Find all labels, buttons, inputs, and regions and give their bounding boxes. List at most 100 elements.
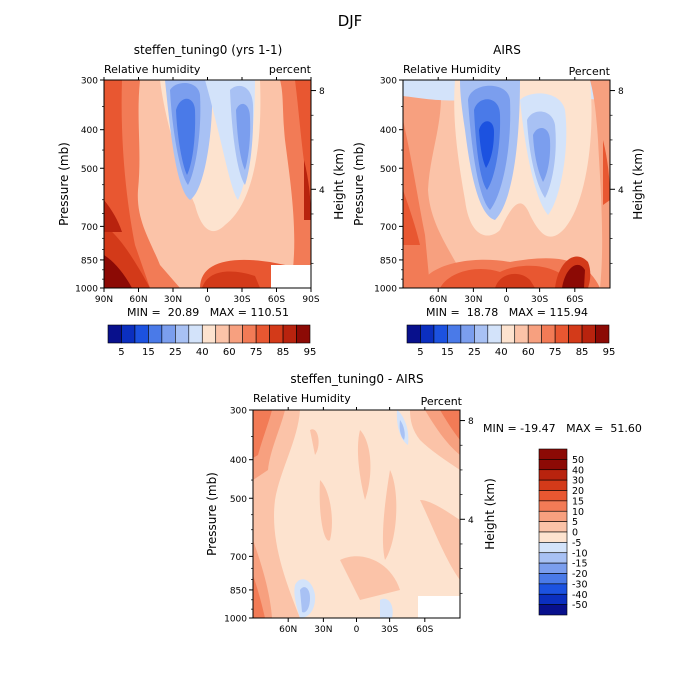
panel1-title: steffen_tuning0 (yrs 1-1): [134, 43, 283, 57]
colorbar-label: 40: [495, 347, 508, 358]
y-tick-label: 1000: [75, 285, 98, 295]
x-tick-label: 30N: [314, 625, 332, 635]
colorbar-swatch: [581, 324, 596, 344]
colorbar-label: 5: [118, 347, 124, 358]
colorbar-swatch: [538, 604, 568, 616]
panel2-y2label: Height (km): [631, 148, 645, 219]
panel3-x-axis: 60N 30N 0 30S 60S: [279, 407, 434, 635]
panel2-left-label: Relative Humidity: [403, 63, 501, 76]
colorbar-swatch: [215, 324, 230, 344]
y-tick-label: 500: [81, 165, 98, 175]
colorbar-swatch: [188, 324, 203, 344]
panel2-ylabel: Pressure (mb): [352, 142, 366, 226]
panel1-height-axis: 84: [311, 87, 325, 264]
colorbar-swatch: [121, 324, 136, 344]
colorbar-swatch: [107, 324, 122, 344]
x-tick-label: 30S: [531, 295, 548, 305]
colorbar-swatch: [242, 324, 257, 344]
x-tick-label: 30N: [164, 295, 182, 305]
x-tick-label: 60N: [129, 295, 147, 305]
y-tick-label: 400: [380, 126, 397, 136]
colorbar-label: 10: [572, 507, 584, 518]
panel2-x-axis: 60N 30N 0 30S 60S: [429, 77, 584, 305]
panel1-contours: [104, 80, 311, 288]
colorbar-swatch: [514, 324, 529, 344]
colorbar-label: -20: [572, 569, 588, 580]
colorbar-label: 40: [196, 347, 209, 358]
panel1-ylabel: Pressure (mb): [57, 142, 71, 226]
colorbar-label: 0: [572, 528, 578, 539]
x-tick-label: 30N: [464, 295, 482, 305]
panel1-y-axis: 300 400 500 700 850 1000: [75, 77, 104, 295]
y-tick-label: 500: [380, 165, 397, 175]
colorbar-swatch: [527, 324, 542, 344]
colorbar-label: 85: [277, 347, 290, 358]
x-tick-label: 60N: [429, 295, 447, 305]
colorbar-label: 50: [572, 455, 584, 466]
colorbar-label: -5: [572, 538, 581, 549]
colorbar-swatch: [175, 324, 190, 344]
colorbar-swatch: [538, 583, 568, 595]
y-tick-label: 300: [380, 77, 397, 87]
colorbar-label: 95: [603, 347, 616, 358]
colorbar-swatch: [296, 324, 311, 344]
panel1-y2label: Height (km): [332, 148, 346, 219]
panel3-ylabel: Pressure (mb): [205, 472, 219, 556]
colorbar-label: 30: [572, 476, 584, 487]
panel-obs: AIRS Relative Humidity Percent: [352, 43, 645, 358]
colorbar-swatch: [447, 324, 462, 344]
colorbar-swatch: [538, 573, 568, 585]
height-tick-label: 4: [468, 516, 474, 526]
colorbar-swatch: [538, 448, 568, 460]
colorbar-swatch: [433, 324, 448, 344]
colorbar-label: 20: [572, 486, 584, 497]
colorbar-label: 75: [549, 347, 562, 358]
colorbar-swatch: [541, 324, 556, 344]
colorbar-swatch: [538, 469, 568, 481]
colorbar-label: 95: [304, 347, 317, 358]
panel3-y-axis: 300 400 500 700 850 1000: [224, 407, 253, 625]
colorbar-swatch: [255, 324, 270, 344]
panel3-y2label: Height (km): [483, 478, 497, 549]
colorbar-swatch: [538, 552, 568, 564]
colorbar-swatch: [538, 459, 568, 471]
x-tick-label: 90N: [95, 295, 113, 305]
panel-diff: steffen_tuning0 - AIRS Relative Humidity…: [205, 372, 642, 635]
panel2-title: AIRS: [493, 43, 521, 57]
height-tick-label: 8: [618, 87, 624, 97]
colorbar-swatch: [474, 324, 489, 344]
colorbar-label: 5: [417, 347, 423, 358]
panel1-x-axis: 90N 60N 30N 0 30S 60S 90S: [95, 77, 320, 305]
panel3-left-label: Relative Humidity: [253, 392, 351, 405]
colorbar-label: 5: [572, 517, 578, 528]
panel1-stats: MIN = 20.89 MAX = 110.51: [127, 306, 289, 319]
y-tick-label: 700: [81, 223, 98, 233]
colorbar-swatch: [538, 500, 568, 512]
panel2-colorbar: 5 15 25 40 60 75 85 95: [406, 324, 616, 358]
x-tick-label: 60S: [416, 625, 433, 635]
y-tick-label: 700: [230, 553, 247, 563]
colorbar-swatch: [538, 562, 568, 574]
colorbar-label: 60: [522, 347, 535, 358]
panel1-left-label: Relative humidity: [104, 63, 201, 76]
colorbar-label: 25: [468, 347, 481, 358]
colorbar-swatch: [538, 479, 568, 491]
colorbar-label: 15: [142, 347, 155, 358]
y-tick-label: 400: [230, 456, 247, 466]
y-tick-label: 850: [230, 586, 247, 596]
height-tick-label: 4: [618, 186, 624, 196]
colorbar-label: 15: [441, 347, 454, 358]
colorbar-label: 25: [169, 347, 182, 358]
panel2-contours: [403, 80, 610, 288]
colorbar-label: -15: [572, 559, 588, 570]
colorbar-swatch: [134, 324, 149, 344]
panel-model: steffen_tuning0 (yrs 1-1) Relative humid…: [57, 43, 346, 358]
colorbar-swatch: [406, 324, 421, 344]
colorbar-swatch: [148, 324, 163, 344]
x-tick-label: 0: [504, 295, 510, 305]
y-tick-label: 850: [81, 256, 98, 266]
colorbar-swatch: [420, 324, 435, 344]
colorbar-label: 60: [223, 347, 236, 358]
